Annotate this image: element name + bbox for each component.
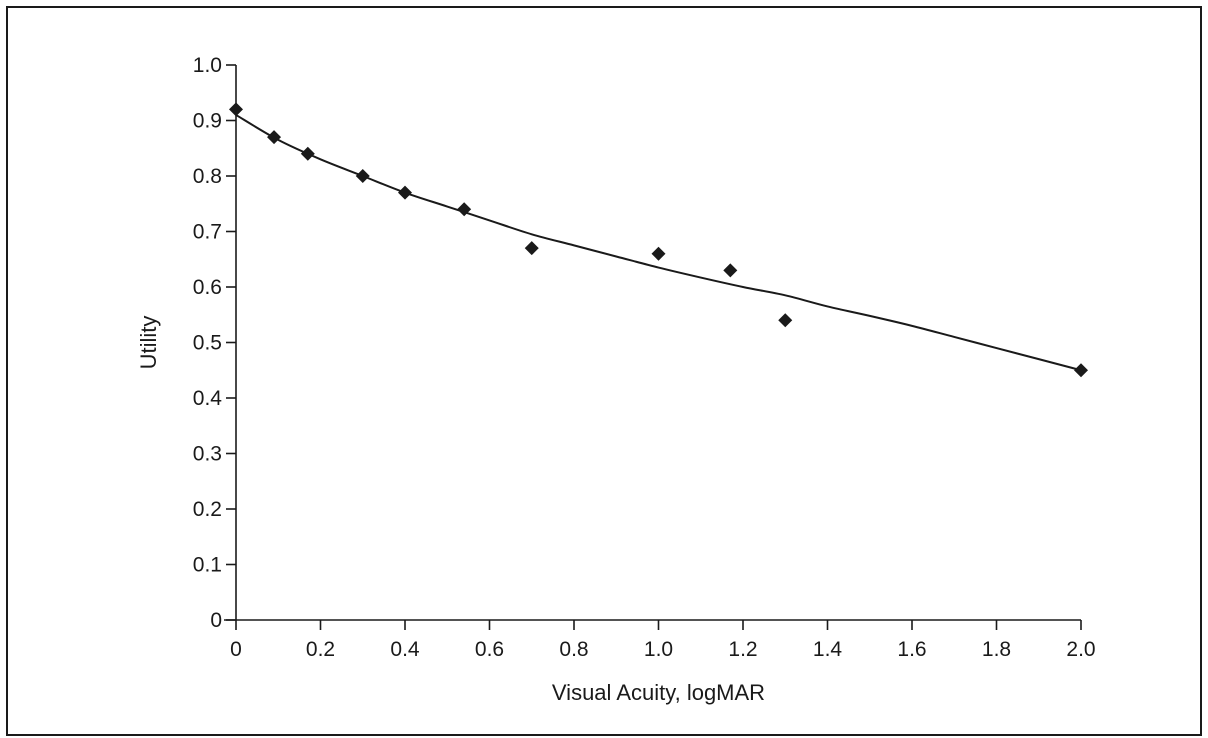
y-tick-label: 0.4	[193, 387, 223, 410]
data-point-marker	[398, 185, 412, 200]
figure-frame	[6, 6, 1202, 736]
data-point-marker	[1074, 363, 1088, 378]
data-point-marker	[723, 263, 738, 278]
data-point-marker	[300, 146, 315, 161]
y-axis-title: Utility	[136, 316, 161, 370]
y-tick-label: 0.2	[193, 498, 222, 521]
x-tick-label: 1.6	[897, 638, 926, 661]
data-point-marker	[229, 102, 243, 117]
y-tick-label: 0.5	[193, 332, 222, 355]
x-tick-label: 0.4	[390, 638, 420, 661]
data-point-marker	[457, 202, 472, 217]
y-tick-label: 0.6	[193, 276, 222, 299]
x-tick-label: 1.8	[982, 638, 1011, 661]
y-tick-label: 0.1	[193, 554, 222, 577]
x-tick-label: 0.6	[475, 638, 504, 661]
x-axis-title: Visual Acuity, logMAR	[552, 680, 765, 705]
y-axis-ticks: 0 0.1 0.2 0.3 0.4 0.5 0.6 0.7 0.8 0.9 1.0	[193, 54, 236, 632]
x-tick-label: 0.8	[559, 638, 588, 661]
y-tick-label: 0.8	[193, 165, 222, 188]
y-tick-label: 0.9	[193, 110, 222, 133]
x-tick-label: 0.2	[306, 638, 335, 661]
data-points	[229, 102, 1088, 378]
fit-curve-line	[235, 114, 1082, 372]
x-axis-ticks: 0 0.2 0.4 0.6 0.8 1.0 1.2 1.4 1.6 1.8 2.0	[230, 620, 1096, 661]
x-tick-label: 2.0	[1066, 638, 1095, 661]
data-point-marker	[355, 169, 370, 183]
y-tick-label: 0	[210, 609, 222, 632]
x-tick-label: 0	[230, 638, 242, 661]
x-tick-label: 1.4	[813, 638, 843, 661]
data-point-marker	[524, 241, 539, 256]
plot-area: 00.10.20.30.40.50.60.70.80.91.0 0 0.2 0.4 0…	[193, 54, 1096, 661]
y-tick-label: 0.3	[193, 443, 222, 466]
data-point-marker	[267, 130, 282, 145]
y-tick-label: 0.7	[193, 221, 222, 244]
x-tick-label: 1.0	[644, 638, 673, 661]
y-tick-label: 1.0	[193, 54, 222, 77]
x-tick-label: 1.2	[728, 638, 757, 661]
data-point-marker	[651, 246, 666, 261]
data-point-marker	[778, 313, 793, 328]
